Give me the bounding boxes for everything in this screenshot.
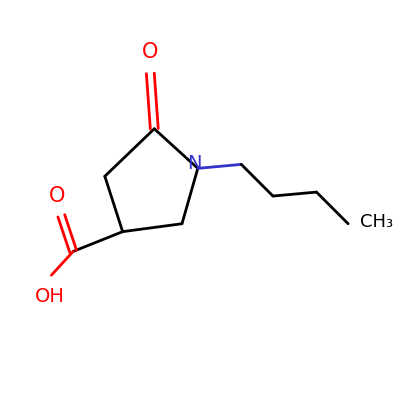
Text: OH: OH — [34, 287, 64, 306]
Text: O: O — [49, 186, 66, 206]
Text: O: O — [142, 42, 158, 62]
Text: CH₃: CH₃ — [360, 213, 393, 231]
Text: N: N — [187, 154, 202, 173]
